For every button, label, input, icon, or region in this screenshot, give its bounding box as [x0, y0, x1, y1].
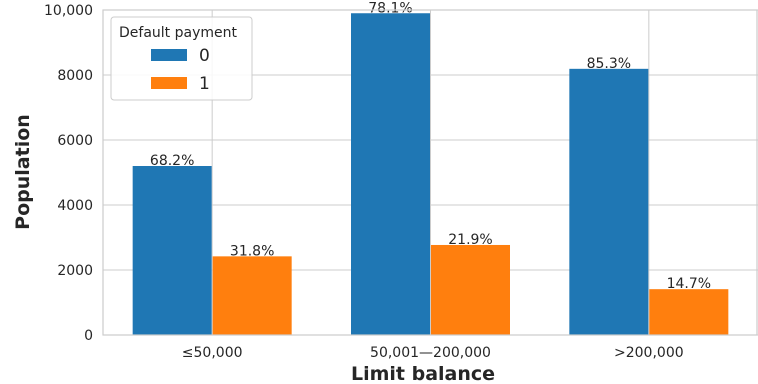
legend-label-0: 0: [199, 46, 210, 66]
bar-value-label: 21.9%: [448, 232, 492, 248]
y-axis-title: Population: [12, 114, 34, 230]
bar-value-label: 85.3%: [587, 56, 631, 72]
bar-value-label: 78.1%: [368, 0, 412, 16]
plot-frame: [102, 9, 758, 336]
x-tick-label: 50,001—200,000: [370, 345, 491, 361]
bar: [351, 13, 430, 335]
x-tick-label: >200,000: [614, 345, 684, 361]
bar-labels: 68.2% 31.8% 78.1% 21.9% 85.3% 14.7%: [150, 0, 711, 292]
legend-title: Default payment: [119, 25, 237, 41]
y-tick-label: 10,000: [44, 3, 93, 19]
bar: [212, 256, 292, 335]
bar-value-label: 14.7%: [667, 276, 711, 292]
x-tick-label: ≤50,000: [182, 345, 243, 361]
bar-value-label: 68.2%: [150, 153, 194, 169]
bar-value-label: 31.8%: [230, 243, 274, 259]
bar: [649, 289, 729, 335]
legend-swatch-1: [151, 77, 187, 89]
legend-label-1: 1: [199, 74, 210, 94]
bar: [569, 68, 649, 335]
y-tick-label: 0: [84, 328, 93, 344]
y-tick-label: 8000: [57, 68, 93, 84]
legend-swatch-0: [151, 49, 187, 61]
y-tick-label: 2000: [57, 263, 93, 279]
bar: [431, 244, 510, 335]
legend: Default payment 0 1: [110, 16, 253, 101]
y-tick-labels: 0 2000 4000 6000 8000 10,000: [44, 3, 93, 344]
y-tick-label: 6000: [57, 133, 93, 149]
bars: [132, 13, 729, 335]
x-tick-labels: ≤50,000 50,001—200,000 >200,000: [182, 345, 684, 361]
y-tick-label: 4000: [57, 198, 93, 214]
x-axis-title: Limit balance: [351, 363, 495, 384]
bar: [132, 166, 212, 335]
